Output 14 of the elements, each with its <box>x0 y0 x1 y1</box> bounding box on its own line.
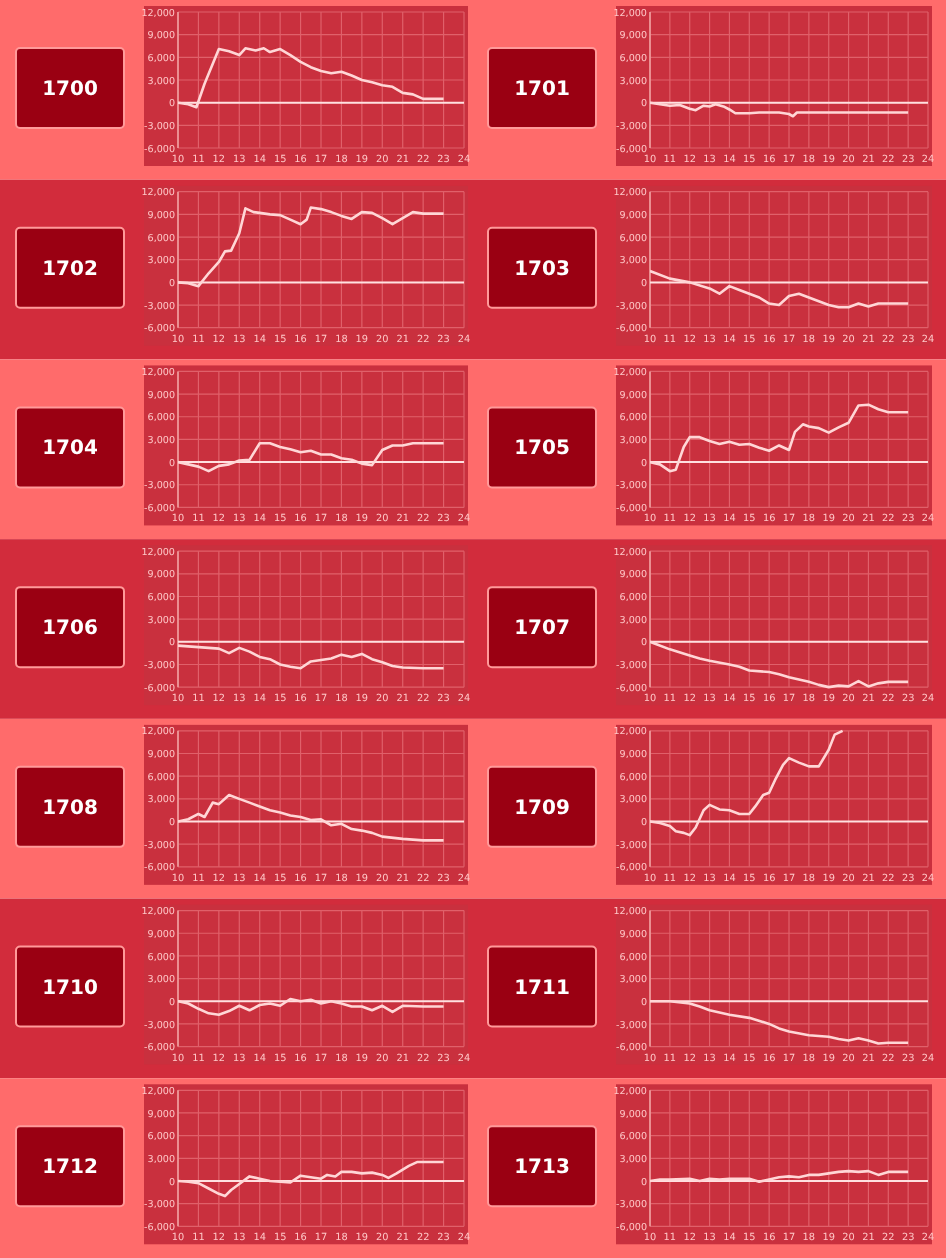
text: 1702 <box>42 258 98 281</box>
text: 1712 <box>42 1157 98 1180</box>
text: 1701 <box>514 79 570 101</box>
text: 1713 <box>514 1157 570 1180</box>
text: 1700 <box>42 79 98 101</box>
text: 1710 <box>42 977 98 1000</box>
text: 1711 <box>514 977 570 1000</box>
text: 1704 <box>42 438 98 461</box>
text: 1706 <box>42 618 98 641</box>
text: 1707 <box>514 618 570 641</box>
text: 1708 <box>42 797 98 820</box>
text: 1703 <box>514 258 570 281</box>
text: 1705 <box>514 438 570 461</box>
text: 1709 <box>514 797 570 820</box>
